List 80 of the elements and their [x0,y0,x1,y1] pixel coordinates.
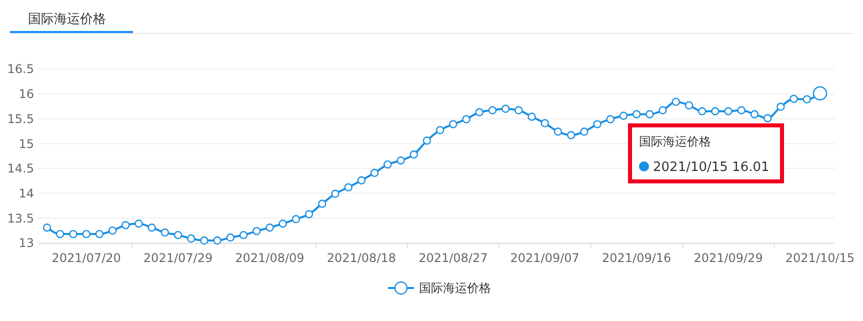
legend-label: 国际海运价格 [419,281,491,296]
point [711,107,720,116]
point [422,136,432,145]
point [266,223,274,232]
point [148,223,156,232]
point [737,106,746,114]
point [108,226,117,235]
point [514,106,523,114]
y-tick-label: 15.5 [7,112,34,126]
point [488,106,497,114]
point [370,168,379,178]
chart-title: 国际海运价格 [28,12,106,27]
x-tick-label: 2021/10/15 [785,251,855,265]
x-tick-label: 2021/08/18 [326,251,396,265]
point [187,234,196,243]
point [213,236,222,245]
point [658,106,667,114]
point [646,110,654,118]
point [384,160,392,169]
point [606,115,614,124]
x-tick-label: 2021/09/07 [510,251,580,265]
point [318,200,326,208]
point [724,107,732,116]
point [200,236,208,245]
y-tick-label: 16 [18,87,34,102]
point [410,150,418,159]
point [501,104,510,113]
point [344,183,352,192]
point [462,115,470,124]
point [566,131,576,140]
point [672,98,680,106]
point [357,176,366,184]
point [396,156,405,165]
point [698,107,706,116]
point [554,128,562,136]
point [802,95,811,104]
x-tick-label: 2021/09/29 [694,251,763,265]
point [69,230,78,238]
point [750,110,759,118]
annotation: 2021/10/15 16.01 [653,160,770,175]
point [226,233,235,242]
annotation: 国际海运价格 [639,134,711,148]
point [56,230,64,238]
point [436,126,444,134]
point [331,190,340,198]
point [174,230,182,240]
y-tick-label: 13.5 [7,211,34,226]
point [82,230,90,238]
y-tick-label: 16.5 [7,62,34,76]
point [475,108,484,116]
x-tick-label: 2021/09/16 [602,251,672,265]
point [278,220,287,228]
point [252,226,261,236]
point [449,120,458,128]
x-tick-label: 2021/08/09 [235,251,304,265]
x-tick-label: 2021/08/27 [418,251,488,265]
point [122,221,130,230]
x-tick-label: 2021/07/29 [143,251,213,265]
point [593,120,602,128]
point [790,94,798,103]
point [540,119,549,128]
point [134,220,143,228]
x-tick-label: 2021/07/20 [52,251,121,265]
point [580,128,588,136]
y-tick-label: 15 [18,136,34,151]
point [42,223,52,232]
point [304,210,314,218]
y-tick-label: 14 [18,186,34,200]
point [763,114,772,122]
point [95,230,104,238]
point [239,230,248,240]
y-tick-label: 13 [18,236,34,250]
y-tick-label: 14.5 [7,162,34,176]
point [684,101,694,110]
point [292,215,300,224]
point [528,112,536,121]
point [632,110,641,118]
point [160,228,170,237]
point [619,112,628,120]
point [776,102,785,111]
